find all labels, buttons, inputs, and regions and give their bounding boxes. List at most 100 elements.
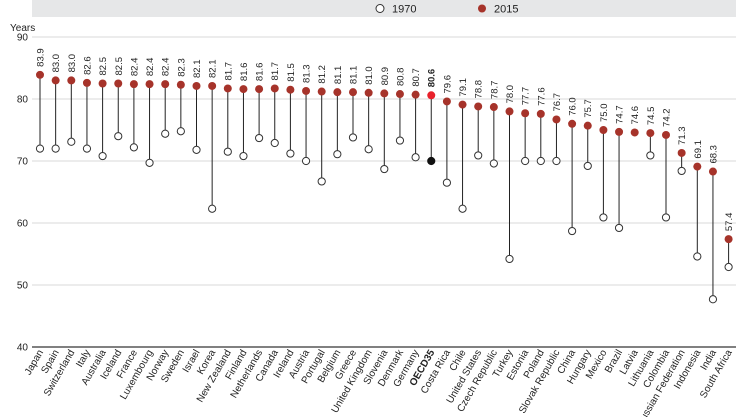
legend-label-2015: 2015 (494, 4, 518, 16)
value-label: 68.3 (708, 145, 719, 164)
point-2015 (677, 148, 686, 157)
value-label: 81.1 (333, 66, 344, 85)
y-axis-ticks: 40 50 60 70 80 90 (17, 33, 29, 354)
value-label: 79.1 (458, 78, 469, 97)
point-1970 (568, 226, 577, 236)
value-label: 81.7 (223, 62, 234, 81)
value-label: 78.7 (489, 81, 500, 99)
value-label: 78.0 (505, 85, 516, 104)
point-1970 (583, 161, 592, 171)
point-2015 (67, 76, 76, 85)
point-1970 (411, 153, 420, 162)
point-1970 (693, 252, 702, 261)
point-1970 (333, 150, 342, 159)
value-label: 80.6 (427, 69, 438, 88)
y-tick-label: 90 (17, 33, 29, 44)
point-2015 (223, 84, 232, 93)
point-2015 (630, 128, 639, 137)
point-1970 (161, 129, 170, 138)
point-2015 (192, 81, 201, 90)
point-2015 (505, 107, 514, 116)
point-2015 (51, 76, 60, 85)
point-2015 (176, 80, 185, 89)
point-1970 (521, 156, 530, 166)
point-1970 (51, 144, 60, 153)
value-label: 82.5 (98, 57, 109, 76)
value-label: 83.9 (36, 48, 47, 67)
point-1970 (114, 132, 123, 141)
point-2015 (458, 100, 467, 109)
value-label: 79.6 (442, 75, 453, 94)
value-label: 57.4 (724, 213, 735, 232)
point-2015 (395, 90, 404, 99)
point-1970 (35, 144, 45, 153)
point-2015 (380, 89, 389, 98)
point-1970 (614, 223, 624, 233)
point-2015 (583, 121, 592, 130)
point-2015 (662, 130, 670, 139)
point-2015 (317, 87, 326, 96)
point-2015 (98, 79, 107, 88)
value-label: 82.4 (145, 58, 156, 77)
value-label: 82.1 (192, 59, 203, 78)
legend-marker-2015 (478, 4, 486, 13)
value-label: 69.1 (693, 140, 704, 159)
value-label: 82.4 (129, 58, 140, 77)
value-label: 76.0 (568, 97, 579, 116)
point-1970 (82, 144, 92, 153)
point-2015 (536, 109, 545, 118)
value-label: 75.7 (583, 99, 594, 118)
point-2015 (349, 88, 357, 97)
point-1970 (176, 127, 185, 136)
point-1970 (395, 136, 405, 145)
point-1970 (270, 138, 279, 148)
point-2015 (145, 80, 154, 89)
point-1970 (677, 166, 686, 176)
y-tick-label: 70 (17, 157, 29, 168)
point-1970 (255, 133, 264, 143)
point-1970 (145, 158, 154, 167)
value-label: 82.6 (82, 56, 93, 75)
value-label: 80.7 (411, 68, 422, 87)
point-1970 (67, 137, 76, 146)
value-label: 81.6 (255, 63, 266, 82)
value-label: 81.3 (302, 64, 313, 83)
point-1970 (552, 156, 561, 166)
point-1970 (724, 262, 733, 272)
y-tick-label: 40 (17, 343, 29, 354)
value-label: 74.7 (615, 105, 626, 124)
point-1970 (599, 213, 608, 222)
point-2015 (599, 126, 608, 134)
value-label: 82.5 (114, 57, 125, 76)
y-tick-label: 60 (17, 219, 29, 230)
value-label: 71.3 (677, 126, 688, 145)
point-2015 (693, 162, 702, 171)
point-1970 (708, 295, 718, 304)
point-1970 (129, 143, 138, 152)
point-1970 (301, 156, 311, 166)
value-label: 76.7 (552, 93, 563, 112)
value-label: 82.1 (208, 59, 219, 78)
point-1970 (348, 133, 358, 142)
point-2015 (427, 91, 436, 100)
point-2015 (161, 80, 170, 89)
point-1970 (286, 149, 295, 158)
category-labels: JapanSpainSwitzerlandItalyAustraliaIcela… (23, 347, 735, 417)
value-label: 83.0 (51, 54, 62, 73)
point-2015 (302, 86, 311, 95)
value-label: 80.8 (395, 68, 406, 87)
point-1970 (536, 156, 545, 166)
value-label: 74.5 (646, 107, 657, 126)
point-1970 (427, 156, 436, 166)
point-1970 (380, 164, 389, 174)
point-1970 (364, 145, 373, 154)
value-label: 81.6 (239, 63, 250, 82)
point-2015 (442, 97, 451, 106)
value-label: 82.4 (161, 58, 172, 77)
value-label: 81.2 (317, 65, 328, 84)
value-label: 78.8 (474, 80, 485, 99)
point-2015 (615, 127, 624, 136)
value-labels: 83.9 83.0 83.0 82.6 82.5 82.5 82.4 82.4 82.4 82.3… (36, 48, 736, 231)
point-1970 (98, 151, 107, 161)
point-2015 (239, 85, 248, 94)
